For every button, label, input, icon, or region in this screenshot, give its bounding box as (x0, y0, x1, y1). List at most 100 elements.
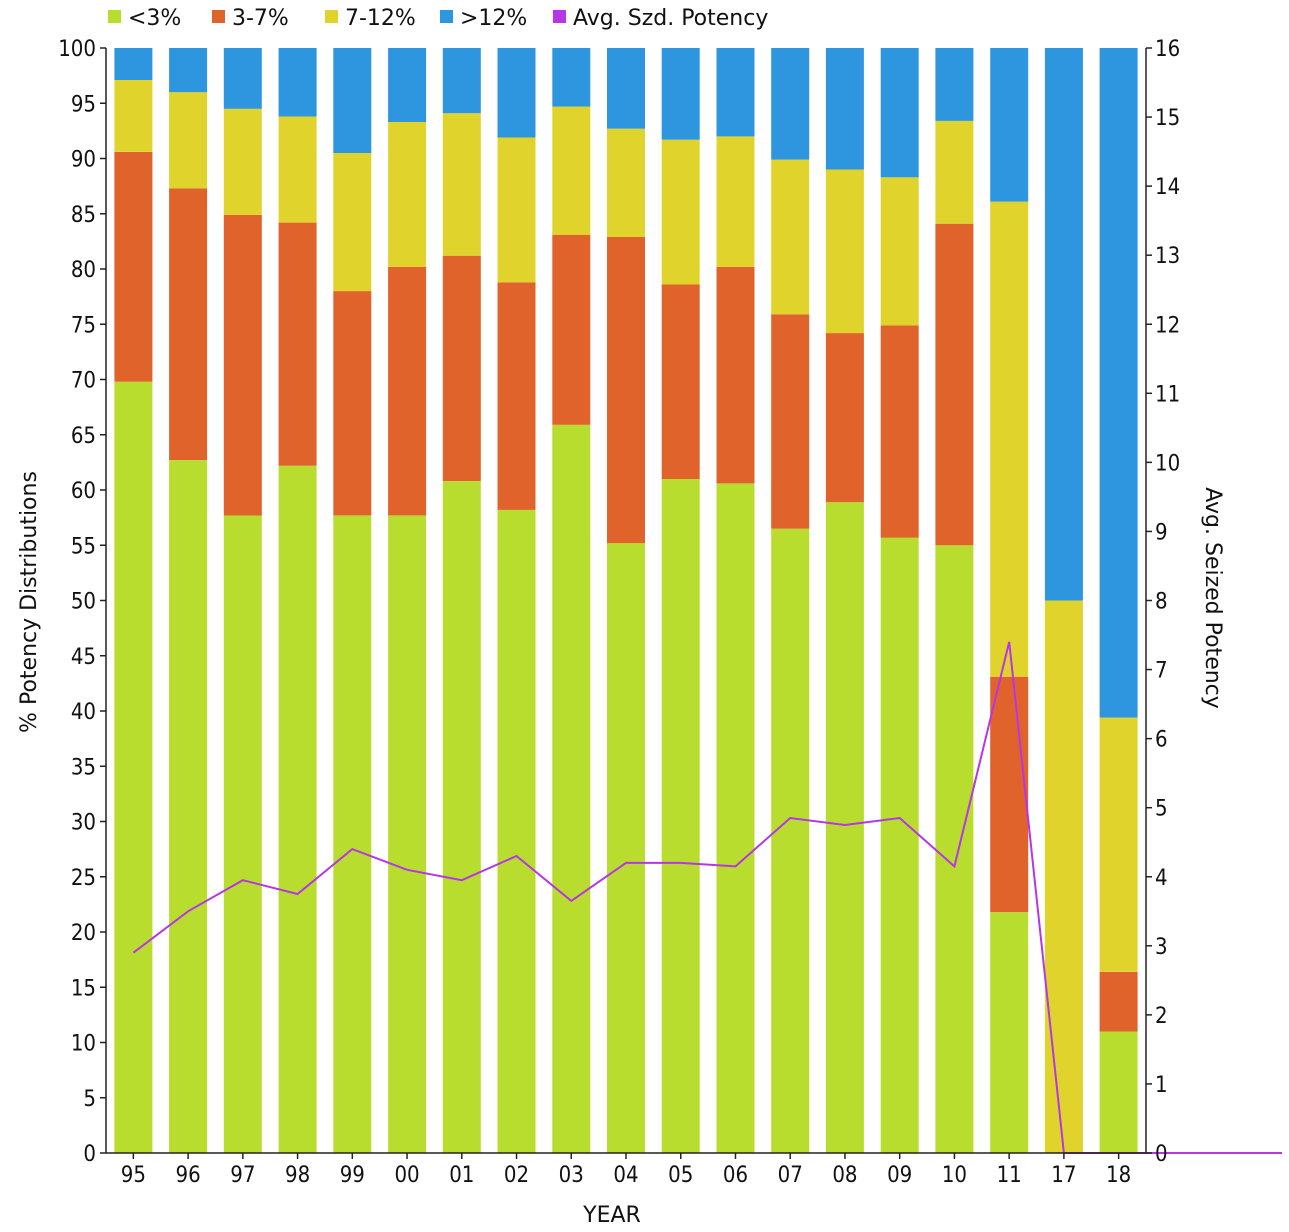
bar-segment-10-s2 (935, 120, 974, 224)
bar-segment-95-s0 (114, 381, 153, 1153)
legend-swatch (553, 10, 566, 23)
bar-segment-08-s2 (825, 169, 864, 333)
bar-segment-17-s3 (1044, 48, 1083, 601)
bar-segment-10-s1 (935, 223, 974, 546)
bar-segment-05-s2 (661, 139, 700, 285)
bar-segment-08-s3 (825, 48, 864, 170)
bar-segment-10-s3 (935, 48, 974, 121)
bar-segment-05-s0 (661, 479, 700, 1153)
x-tick-label: 05 (668, 1163, 693, 1188)
y2-tick-label: 16 (1155, 37, 1180, 62)
y2-tick-label: 1 (1155, 1073, 1168, 1098)
bar-segment-04-s1 (607, 237, 645, 544)
y-tick-label: 50 (71, 590, 96, 615)
bar-segment-03-s1 (552, 234, 591, 425)
bar-segment-96-s2 (169, 92, 208, 189)
y-tick-label: 20 (71, 921, 96, 946)
x-tick-label: 02 (504, 1163, 529, 1188)
bar-segment-03-s3 (552, 48, 591, 107)
legend-swatch (325, 10, 338, 23)
bar-segment-07-s3 (771, 48, 810, 160)
bar-segment-04-s2 (607, 128, 645, 237)
bar-segment-00-s3 (388, 48, 427, 122)
bar-segment-00-s1 (388, 266, 427, 516)
bar-segment-97-s0 (223, 515, 262, 1153)
x-tick-label: 96 (176, 1163, 201, 1188)
bar-segment-00-s2 (388, 122, 427, 267)
x-tick-label: 01 (449, 1163, 474, 1188)
y-tick-label: 15 (71, 976, 96, 1001)
legend-swatch (212, 10, 225, 23)
x-tick-label: 99 (340, 1163, 365, 1188)
y-tick-label: 60 (71, 479, 96, 504)
bar-segment-18-s2 (1099, 717, 1138, 972)
bar-segment-11-s2 (990, 201, 1029, 677)
x-tick-label: 17 (1051, 1163, 1076, 1188)
y2-tick-label: 3 (1155, 935, 1168, 960)
y-tick-label: 35 (71, 755, 96, 780)
bar-segment-08-s0 (825, 502, 864, 1153)
y-tick-label: 10 (71, 1032, 96, 1057)
x-tick-label: 11 (997, 1163, 1022, 1188)
bar-segment-07-s0 (771, 528, 810, 1153)
bar-segment-18-s3 (1099, 48, 1138, 718)
y2-tick-label: 9 (1155, 520, 1168, 545)
x-tick-label: 98 (285, 1163, 310, 1188)
avg-potency-line (132, 641, 1282, 1154)
bar-segment-08-s1 (825, 333, 864, 503)
bar-segment-18-s1 (1099, 971, 1138, 1032)
bar-segment-09-s1 (880, 325, 919, 538)
bar-segment-06-s1 (716, 266, 755, 484)
legend-swatch (440, 10, 453, 23)
bar-segment-02-s1 (497, 282, 536, 510)
y2-tick-label: 14 (1155, 175, 1180, 200)
bar-segment-07-s2 (771, 159, 810, 315)
x-tick-label: 04 (613, 1163, 638, 1188)
legend-label: Avg. Szd. Potency (573, 6, 768, 31)
y-tick-label: 70 (71, 369, 96, 394)
bar-segment-99-s3 (333, 48, 372, 153)
bar-segment-98-s1 (278, 222, 317, 466)
bar-segment-04-s3 (607, 48, 645, 129)
bar-segment-02-s2 (497, 137, 536, 283)
y2-tick-label: 12 (1155, 313, 1180, 338)
y2-tick-label: 11 (1155, 382, 1180, 407)
x-tick-label: 95 (121, 1163, 146, 1188)
axes-layer: 0510152025303540455055606570758085909510… (58, 37, 1180, 1188)
bar-segment-17-s2 (1044, 600, 1083, 1153)
bar-segment-96-s1 (169, 188, 208, 461)
bar-segment-98-s0 (278, 465, 317, 1153)
line-layer (132, 641, 1282, 1154)
y-tick-label: 75 (71, 313, 96, 338)
bar-segment-99-s2 (333, 153, 372, 292)
bar-segment-01-s1 (442, 255, 481, 482)
bar-segment-18-s0 (1099, 1031, 1138, 1153)
bar-segment-06-s0 (716, 483, 755, 1153)
y2-tick-label: 4 (1155, 866, 1168, 891)
bar-segment-96-s3 (169, 48, 208, 93)
x-tick-label: 18 (1106, 1163, 1131, 1188)
y-tick-label: 5 (83, 1087, 96, 1112)
bar-segment-98-s3 (278, 48, 317, 117)
legend-swatch (108, 10, 121, 23)
y-tick-label: 65 (71, 424, 96, 449)
bar-segment-04-s0 (607, 543, 645, 1153)
bar-segment-03-s0 (552, 424, 591, 1153)
y2-tick-label: 2 (1155, 1004, 1168, 1029)
bar-segment-10-s0 (935, 545, 974, 1154)
bar-segment-97-s3 (223, 48, 262, 109)
bar-segment-01-s3 (442, 48, 481, 114)
y2-axis-title: Avg. Seized Potency (1200, 487, 1225, 709)
bar-segment-09-s3 (880, 48, 919, 178)
legend-label: <3% (128, 6, 181, 31)
bar-segment-05-s1 (661, 284, 700, 479)
y-tick-label: 30 (71, 811, 96, 836)
y2-tick-label: 7 (1155, 659, 1168, 684)
bar-segment-95-s3 (114, 48, 153, 80)
y-tick-label: 100 (58, 37, 96, 62)
bar-segment-01-s2 (442, 113, 481, 256)
x-axis-title: YEAR (582, 1203, 641, 1228)
bar-segment-99-s0 (333, 515, 372, 1153)
y2-tick-label: 8 (1155, 590, 1168, 615)
y-tick-label: 90 (71, 148, 96, 173)
